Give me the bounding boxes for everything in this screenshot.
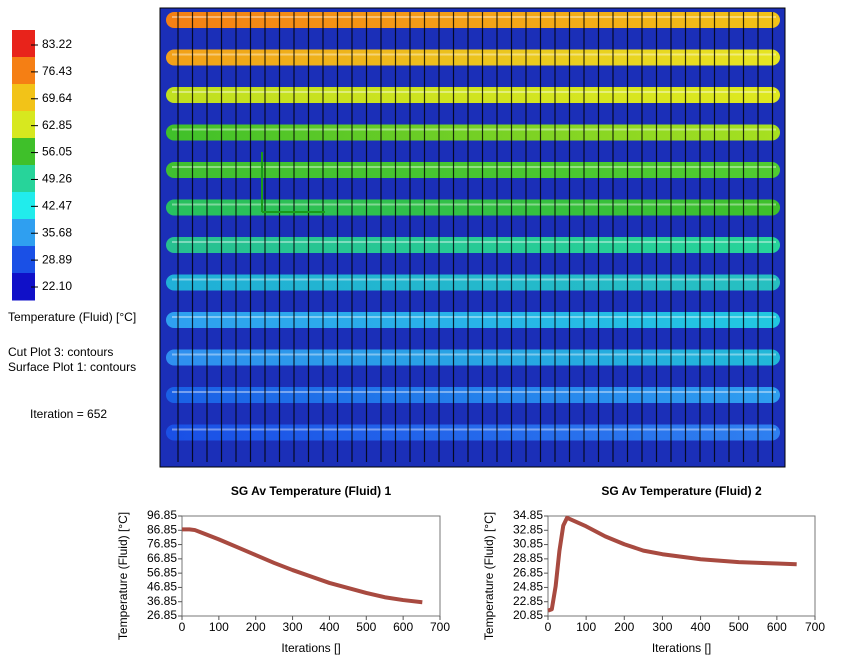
y-tick-label: 46.85 (147, 580, 177, 594)
x-axis-label: Iterations [] (281, 641, 340, 655)
legend-swatch (12, 192, 35, 220)
tube (166, 424, 780, 441)
legend-swatch (12, 219, 35, 247)
chart-title: SG Av Temperature (Fluid) 2 (601, 484, 762, 498)
x-tick-label: 600 (767, 620, 787, 634)
y-tick-label: 20.85 (513, 608, 543, 622)
y-tick-label: 24.85 (513, 580, 543, 594)
y-tick-label: 56.85 (147, 565, 177, 579)
tube (166, 349, 780, 366)
y-tick-label: 96.85 (147, 508, 177, 522)
legend-label: 49.26 (42, 172, 72, 186)
chart-title: SG Av Temperature (Fluid) 1 (231, 484, 392, 498)
legend-label: 62.85 (42, 118, 72, 132)
render-view (159, 7, 786, 468)
plot-area (547, 515, 816, 617)
x-tick-label: 0 (545, 620, 552, 634)
y-axis-label: Temperature (Fluid) [°C] (482, 512, 496, 640)
x-tick-label: 500 (356, 620, 376, 634)
x-tick-label: 300 (652, 620, 672, 634)
x-tick-label: 0 (179, 620, 186, 634)
tube (166, 162, 780, 178)
legend-label: 69.64 (42, 91, 72, 105)
legend-swatch (12, 165, 35, 193)
data-line (547, 515, 797, 613)
legend-swatch (12, 138, 35, 166)
y-axis-label: Temperature (Fluid) [°C] (116, 512, 130, 640)
legend-label: 76.43 (42, 64, 72, 78)
iteration: Iteration = 652 (30, 407, 107, 421)
legend-swatch (12, 84, 35, 112)
x-tick-label: 400 (691, 620, 711, 634)
legend-label: 83.22 (42, 37, 72, 51)
legend-title: Temperature (Fluid) [°C] (8, 310, 136, 324)
tube (166, 124, 780, 141)
tube (166, 87, 780, 103)
legend-label: 56.05 (42, 145, 72, 159)
y-tick-label: 36.85 (147, 594, 177, 608)
y-tick-label: 30.85 (513, 537, 543, 551)
note: Surface Plot 1: contours (8, 360, 136, 374)
tube (166, 199, 780, 216)
tube (166, 312, 780, 328)
y-tick-label: 66.85 (147, 551, 177, 565)
x-tick-label: 200 (614, 620, 634, 634)
tube (166, 274, 780, 291)
x-tick-label: 600 (393, 620, 413, 634)
x-tick-label: 300 (283, 620, 303, 634)
y-tick-label: 26.85 (513, 565, 543, 579)
x-tick-label: 400 (319, 620, 339, 634)
y-tick-label: 22.85 (513, 594, 543, 608)
x-tick-label: 700 (430, 620, 450, 634)
x-tick-label: 100 (209, 620, 229, 634)
legend-swatch (12, 246, 35, 274)
y-tick-label: 34.85 (513, 508, 543, 522)
legend-label: 42.47 (42, 199, 72, 213)
note: Cut Plot 3: contours (8, 345, 113, 359)
tube (166, 12, 780, 28)
legend-swatch (12, 30, 35, 58)
x-tick-label: 200 (246, 620, 266, 634)
y-tick-label: 76.85 (147, 537, 177, 551)
x-axis-label: Iterations [] (652, 641, 711, 655)
x-tick-label: 500 (729, 620, 749, 634)
y-tick-label: 86.85 (147, 522, 177, 536)
legend-swatch (12, 273, 35, 301)
y-tick-label: 32.85 (513, 522, 543, 536)
tube (166, 49, 780, 66)
tube (166, 387, 780, 403)
y-tick-label: 28.85 (513, 551, 543, 565)
legend-label: 35.68 (42, 225, 72, 239)
legend-swatch (12, 57, 35, 85)
x-tick-label: 700 (805, 620, 825, 634)
x-tick-label: 100 (576, 620, 596, 634)
legend-swatch (12, 111, 35, 139)
tube (166, 237, 780, 253)
data-line (182, 527, 423, 605)
legend-label: 28.89 (42, 252, 72, 266)
legend-label: 22.10 (42, 279, 72, 293)
y-tick-label: 26.85 (147, 608, 177, 622)
